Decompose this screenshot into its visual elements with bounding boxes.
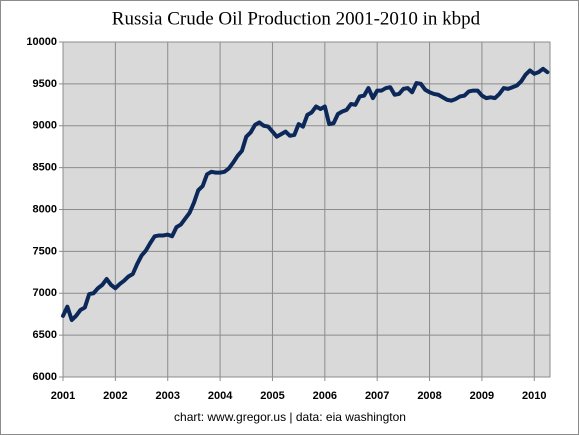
data-line (61, 66, 550, 323)
x-tick-label: 2009 (470, 390, 494, 402)
x-tick-label: 2006 (313, 390, 337, 402)
source-note: chart: www.gregor.us | data: eia washing… (174, 410, 406, 424)
y-tick-label: 7000 (33, 287, 57, 299)
x-tick-label: 2004 (208, 390, 233, 402)
y-tick-label: 9000 (33, 120, 57, 132)
y-tick-label: 9500 (33, 78, 57, 90)
y-tick-label: 6500 (33, 329, 57, 341)
x-tick-label: 2003 (155, 390, 179, 402)
x-tick-label: 2007 (365, 390, 389, 402)
x-tick-label: 2001 (51, 390, 75, 402)
x-tick-label: 2010 (522, 390, 546, 402)
y-tick-label: 10000 (26, 36, 57, 48)
y-tick-label: 8500 (33, 162, 57, 174)
y-tick-label: 7500 (33, 245, 57, 257)
x-tick-label: 2008 (417, 390, 441, 402)
chart-title: Russia Crude Oil Production 2001-2010 in… (112, 8, 481, 29)
x-tick-label: 2002 (103, 390, 127, 402)
y-tick-label: 6000 (33, 371, 57, 383)
y-tick-label: 8000 (33, 203, 57, 215)
x-tick-label: 2005 (260, 390, 284, 402)
